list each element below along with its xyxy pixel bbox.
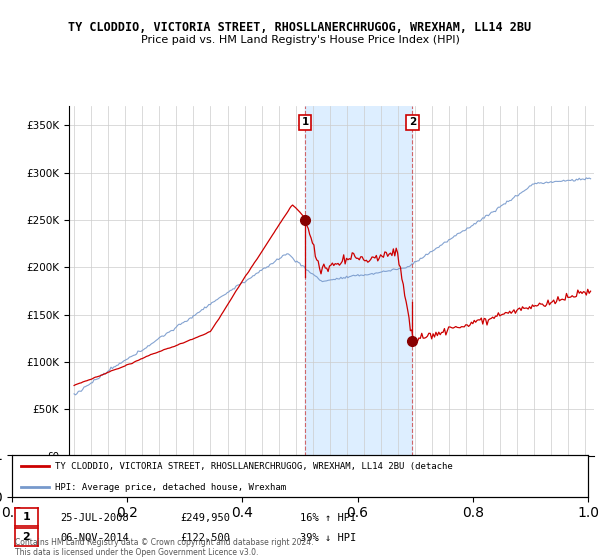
Text: 16% ↑ HPI: 16% ↑ HPI	[300, 514, 356, 524]
Text: Contains HM Land Registry data © Crown copyright and database right 2024.
This d: Contains HM Land Registry data © Crown c…	[15, 538, 314, 557]
Text: TY CLODDIO, VICTORIA STREET, RHOSLLANERCHRUGOG, WREXHAM, LL14 2BU: TY CLODDIO, VICTORIA STREET, RHOSLLANERC…	[68, 21, 532, 34]
Text: Price paid vs. HM Land Registry's House Price Index (HPI): Price paid vs. HM Land Registry's House …	[140, 35, 460, 45]
Text: 25-JUL-2008: 25-JUL-2008	[60, 514, 129, 524]
Text: 2: 2	[23, 532, 30, 542]
Text: 06-NOV-2014: 06-NOV-2014	[60, 533, 129, 543]
Bar	[305, 106, 412, 456]
Text: 1: 1	[23, 512, 30, 522]
Text: £122,500: £122,500	[180, 533, 230, 543]
Text: HPI: Average price, detached house, Wrexham: HPI: Average price, detached house, Wrex…	[55, 483, 286, 492]
Text: 2: 2	[409, 117, 416, 127]
Text: TY CLODDIO, VICTORIA STREET, RHOSLLANERCHRUGOG, WREXHAM, LL14 2BU (detache: TY CLODDIO, VICTORIA STREET, RHOSLLANERC…	[55, 462, 453, 471]
Text: £249,950: £249,950	[180, 514, 230, 524]
Text: 39% ↓ HPI: 39% ↓ HPI	[300, 533, 356, 543]
Text: 1: 1	[302, 117, 309, 127]
